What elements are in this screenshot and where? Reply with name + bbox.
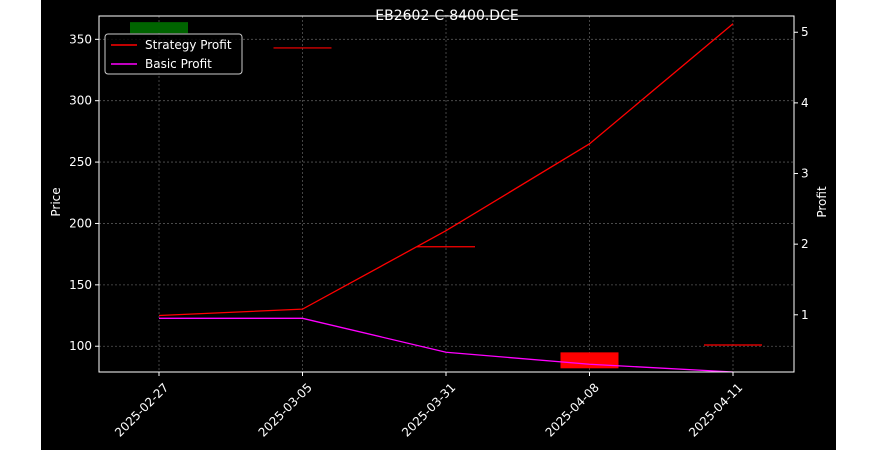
legend-box: [104, 33, 243, 75]
chart-figure: EB2602-C-8400.DCE 2025-02-27 2025-03-05 20…: [41, 0, 836, 450]
x-tick-label: 2025-03-31: [399, 380, 458, 439]
y-axis-right: 1 2 3 4 5: [794, 25, 809, 322]
y-left-tick-label: 250: [69, 155, 92, 169]
y-axis-right-label: Profit: [815, 186, 829, 218]
legend: Strategy Profit Basic Profit: [104, 33, 243, 75]
x-tick-label: 2025-02-27: [112, 380, 171, 439]
series-lines: [158, 23, 734, 373]
x-tick-label: 2025-03-05: [256, 380, 315, 439]
x-tick-label: 2025-04-11: [686, 380, 745, 439]
y-axis-left-label: Price: [49, 187, 63, 216]
x-axis: 2025-02-27 2025-03-05 2025-03-31 2025-04-08…: [112, 372, 745, 440]
y-right-tick-label: 4: [801, 96, 809, 110]
y-right-tick-label: 2: [801, 237, 809, 251]
candle-mark: [560, 352, 619, 369]
y-left-tick-label: 100: [69, 339, 92, 353]
chart-svg: EB2602-C-8400.DCE 2025-02-27 2025-03-05 20…: [49, 8, 829, 440]
y-left-tick-label: 350: [69, 32, 92, 46]
legend-label: Basic Profit: [145, 57, 212, 71]
y-left-tick-label: 300: [69, 94, 92, 108]
y-right-tick-label: 5: [801, 25, 809, 39]
y-right-tick-label: 1: [801, 308, 809, 322]
legend-label: Strategy Profit: [145, 38, 232, 52]
series-line: [159, 317, 734, 373]
y-left-tick-label: 200: [69, 216, 92, 230]
x-tick-label: 2025-04-08: [543, 380, 602, 439]
y-axis-left: 100 150 200 250 300 350: [69, 32, 99, 353]
candle-mark: [130, 22, 188, 34]
y-right-tick-label: 3: [801, 167, 809, 181]
grid-lines: [99, 16, 794, 372]
series-line: [158, 23, 734, 317]
candles: [130, 22, 762, 369]
y-left-tick-label: 150: [69, 278, 92, 292]
